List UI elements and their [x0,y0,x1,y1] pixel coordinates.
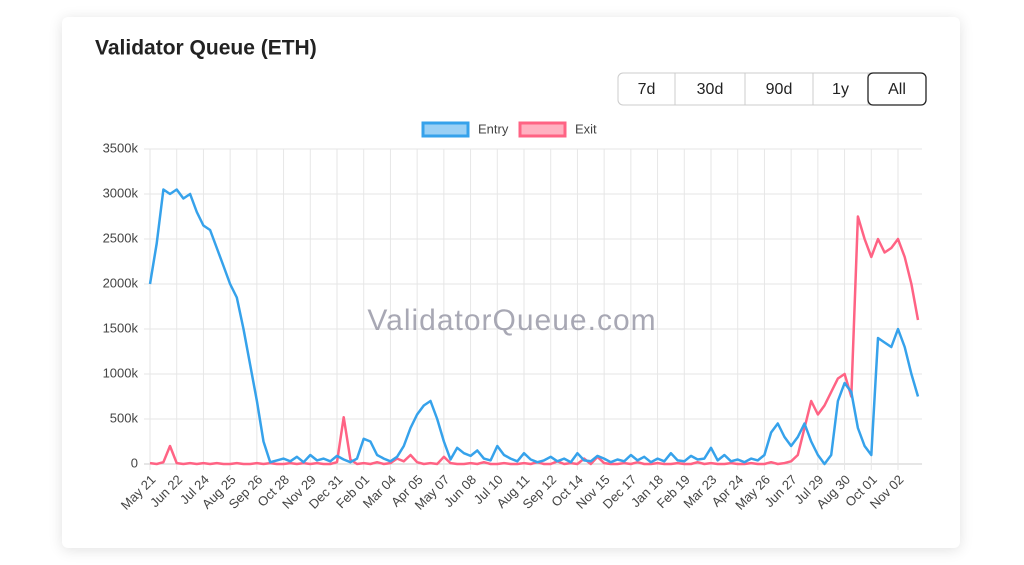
y-tick-label: 1000k [103,365,139,380]
range-button[interactable]: 7d [638,81,656,98]
button-label[interactable]: 30d [697,81,724,98]
y-tick-label: 0 [131,455,138,470]
y-tick-label: 2500k [103,230,139,245]
chart-title: Validator Queue (ETH) [95,37,317,60]
legend-swatch [421,121,470,138]
button-label[interactable]: All [888,81,906,98]
button-label[interactable]: 90d [766,81,793,98]
y-tick-label: 1500k [103,320,139,335]
y-tick-label: 500k [110,410,139,425]
active-button[interactable] [867,72,927,106]
range-button[interactable]: All [867,72,927,106]
y-tick-label: 3000k [103,185,139,200]
button-label[interactable]: 7d [638,81,656,98]
y-tick-label: 2000k [103,275,139,290]
range-button[interactable]: 1y [832,81,849,98]
legend-label: Entry [478,121,509,136]
y-tick-label: 3500k [103,140,139,155]
range-button[interactable]: 90d [766,81,793,98]
range-button[interactable]: 30d [697,81,724,98]
legend-swatch [518,121,567,138]
x-tick-label: May 21 [118,472,159,513]
button-label[interactable]: 1y [832,81,849,98]
legend-label: Exit [575,121,597,136]
watermark: ValidatorQueue.com [367,304,656,337]
series-line [149,215,920,466]
series-line [148,188,920,466]
